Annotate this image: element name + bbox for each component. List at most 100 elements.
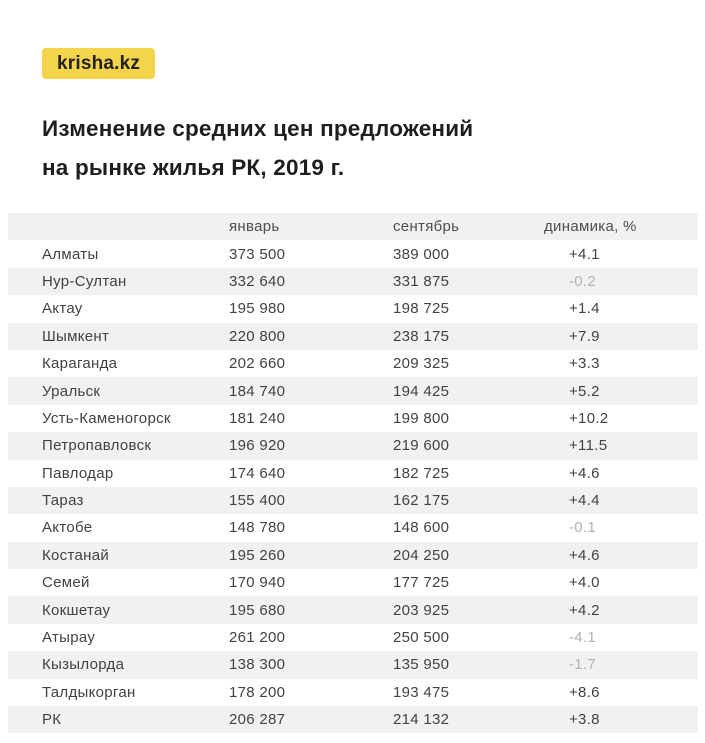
september-price: 238 175 — [393, 327, 450, 345]
page-title-line1: Изменение средних цен предложений — [42, 116, 474, 141]
january-price: 138 300 — [229, 656, 286, 674]
dynamics-value: +4.6 — [569, 546, 600, 564]
january-price: 196 920 — [229, 437, 286, 455]
january-price: 195 980 — [229, 300, 286, 318]
dynamics-value: -0.1 — [569, 519, 597, 537]
dynamics-value: -4.1 — [569, 629, 597, 647]
table-row: Уральск 184 740 194 425 +5.2 — [8, 377, 698, 405]
dynamics-value: +4.0 — [569, 574, 600, 592]
table-row: Усть-Каменогорск 181 240 199 800 +10.2 — [8, 405, 698, 432]
dynamics-value: +3.8 — [569, 711, 600, 729]
table-row: Костанай 195 260 204 250 +4.6 — [8, 541, 698, 570]
city-name: Усть-Каменогорск — [42, 409, 171, 427]
city-name: Актау — [42, 300, 83, 318]
dynamics-value: +4.6 — [569, 464, 600, 482]
brand-logo-text: krisha.kz — [57, 52, 141, 74]
september-price: 198 725 — [393, 300, 450, 318]
january-price: 195 260 — [229, 546, 286, 564]
page-title-line2: на рынке жилья РК, 2019 г. — [42, 155, 345, 180]
january-price: 184 740 — [229, 382, 286, 400]
september-price: 193 475 — [393, 683, 450, 701]
table-row: Тараз 155 400 162 175 +4.4 — [8, 486, 698, 515]
dynamics-value: +4.2 — [569, 601, 600, 619]
september-price: 177 725 — [393, 574, 450, 592]
page-title: Изменение средних цен предложений на рынк… — [42, 109, 473, 187]
table-row: Атырау 261 200 250 500 -4.1 — [8, 624, 698, 651]
january-price: 206 287 — [229, 711, 286, 729]
city-name: Нур-Султан — [42, 272, 127, 290]
january-price: 261 200 — [229, 629, 286, 647]
price-table: январь сентябрь динамика, % Алматы 373 50… — [8, 213, 698, 734]
city-name: Алматы — [42, 245, 99, 263]
dynamics-value: +1.4 — [569, 300, 600, 318]
city-name: Семей — [42, 574, 90, 592]
dynamics-value: -0.2 — [569, 272, 597, 290]
city-name: Атырау — [42, 629, 96, 647]
september-price: 209 325 — [393, 355, 450, 373]
january-price: 155 400 — [229, 492, 286, 510]
brand-logo-badge: krisha.kz — [42, 48, 156, 79]
table-row: Актау 195 980 198 725 +1.4 — [8, 295, 698, 322]
september-price: 203 925 — [393, 601, 450, 619]
table-row: Актобе 148 780 148 600 -0.1 — [8, 514, 698, 541]
table-row: Шымкент 220 800 238 175 +7.9 — [8, 322, 698, 350]
january-price: 148 780 — [229, 519, 286, 537]
city-name: Караганда — [42, 355, 118, 373]
september-price: 331 875 — [393, 272, 450, 290]
table-header-row: январь сентябрь динамика, % — [8, 213, 698, 241]
september-price: 162 175 — [393, 492, 450, 510]
january-price: 170 940 — [229, 574, 286, 592]
dynamics-value: +5.2 — [569, 382, 600, 400]
table-row: Семей 170 940 177 725 +4.0 — [8, 569, 698, 596]
september-price: 389 000 — [393, 245, 450, 263]
city-name: Шымкент — [42, 327, 110, 345]
table-row: Караганда 202 660 209 325 +3.3 — [8, 350, 698, 377]
september-price: 250 500 — [393, 629, 450, 647]
column-header-september: сентябрь — [393, 218, 460, 236]
city-name: Кокшетау — [42, 601, 111, 619]
september-price: 194 425 — [393, 382, 450, 400]
dynamics-value: +10.2 — [569, 409, 609, 427]
january-price: 220 800 — [229, 327, 286, 345]
dynamics-value: +4.1 — [569, 245, 600, 263]
january-price: 332 640 — [229, 272, 286, 290]
city-name: Актобе — [42, 519, 93, 537]
city-name: Петропавловск — [42, 437, 152, 455]
table-row: Нур-Султан 332 640 331 875 -0.2 — [8, 267, 698, 296]
column-header-dynamics: динамика, % — [544, 218, 637, 236]
january-price: 174 640 — [229, 464, 286, 482]
dynamics-value: +4.4 — [569, 492, 600, 510]
table-row: Петропавловск 196 920 219 600 +11.5 — [8, 432, 698, 460]
september-price: 135 950 — [393, 656, 450, 674]
september-price: 148 600 — [393, 519, 450, 537]
table-row: РК 206 287 214 132 +3.8 — [8, 706, 698, 734]
january-price: 202 660 — [229, 355, 286, 373]
table-row: Кокшетау 195 680 203 925 +4.2 — [8, 596, 698, 624]
city-name: Тараз — [42, 492, 84, 510]
september-price: 214 132 — [393, 711, 450, 729]
table-row: Алматы 373 500 389 000 +4.1 — [8, 240, 698, 267]
january-price: 195 680 — [229, 601, 286, 619]
january-price: 373 500 — [229, 245, 286, 263]
september-price: 199 800 — [393, 409, 450, 427]
september-price: 204 250 — [393, 546, 450, 564]
city-name: РК — [42, 711, 62, 729]
dynamics-value: +11.5 — [569, 437, 608, 455]
city-name: Талдыкорган — [42, 683, 136, 701]
september-price: 182 725 — [393, 464, 450, 482]
table-row: Талдыкорган 178 200 193 475 +8.6 — [8, 679, 698, 706]
city-name: Павлодар — [42, 464, 114, 482]
table-body: Алматы 373 500 389 000 +4.1 Нур-Султан 332 64… — [8, 240, 698, 734]
table-row: Павлодар 174 640 182 725 +4.6 — [8, 460, 698, 487]
dynamics-value: +7.9 — [569, 327, 600, 345]
column-header-january: январь — [229, 218, 280, 236]
dynamics-value: +3.3 — [569, 355, 600, 373]
january-price: 178 200 — [229, 683, 286, 701]
city-name: Костанай — [42, 546, 110, 564]
dynamics-value: +8.6 — [569, 683, 600, 701]
dynamics-value: -1.7 — [569, 656, 597, 674]
city-name: Кызылорда — [42, 656, 125, 674]
january-price: 181 240 — [229, 409, 286, 427]
city-name: Уральск — [42, 382, 101, 400]
